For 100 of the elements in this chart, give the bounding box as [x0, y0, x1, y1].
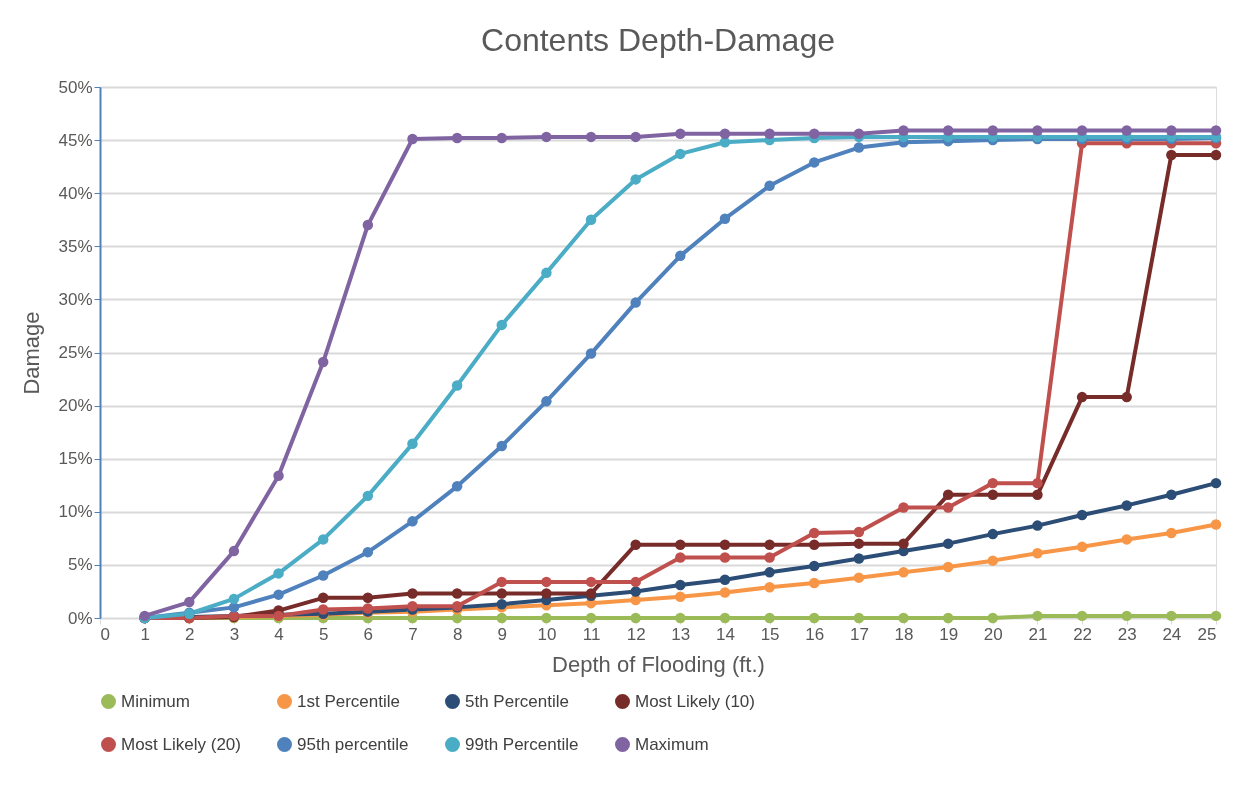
point	[451, 380, 463, 391]
y-tick-label: 5%	[67, 555, 93, 575]
point	[1166, 125, 1177, 136]
x-tick-label: 19	[939, 624, 959, 644]
point	[1166, 527, 1177, 539]
x-tick-label: 11	[582, 624, 601, 644]
y-axis-title: Damage	[19, 311, 45, 395]
legend-label: Most Likely (20)	[121, 734, 241, 754]
point	[1166, 489, 1177, 501]
point	[675, 591, 686, 602]
point	[541, 576, 552, 588]
y-tick-label: 25%	[58, 343, 93, 362]
x-tick-label: 3	[229, 624, 240, 644]
point	[1121, 391, 1132, 403]
point	[853, 612, 865, 624]
y-tick-label: 50%	[58, 77, 93, 97]
point	[1076, 391, 1088, 403]
point	[1210, 149, 1222, 161]
point	[362, 592, 374, 604]
point	[585, 348, 597, 359]
point	[496, 132, 507, 144]
point	[675, 148, 686, 160]
point	[675, 579, 686, 591]
x-tick-label: 18	[894, 624, 914, 644]
point	[987, 528, 999, 540]
point	[630, 174, 641, 185]
point	[273, 568, 284, 579]
point	[809, 527, 820, 539]
x-tick-label: 20	[983, 624, 1003, 644]
point	[1032, 610, 1043, 622]
point	[362, 546, 374, 558]
point	[898, 612, 909, 624]
point	[942, 125, 954, 136]
point	[987, 555, 999, 566]
point	[585, 214, 597, 225]
legend-label: 1st Percentile	[297, 691, 400, 711]
point	[853, 128, 865, 139]
point	[228, 545, 240, 557]
point	[853, 526, 865, 538]
x-tick-label: 12	[626, 624, 646, 644]
point	[1076, 541, 1088, 553]
point	[987, 612, 999, 624]
x-tick-label: 5	[318, 624, 329, 644]
point	[362, 490, 374, 502]
point	[809, 539, 820, 550]
point	[853, 142, 865, 153]
legend-label: Maximum	[635, 734, 709, 754]
point	[675, 552, 686, 563]
point	[541, 131, 552, 143]
point	[541, 588, 552, 599]
x-tick-label: 22	[1073, 624, 1093, 644]
point	[898, 567, 909, 578]
point	[675, 250, 686, 262]
y-tick-label: 35%	[58, 236, 93, 256]
point	[675, 539, 686, 550]
point	[719, 587, 731, 598]
point	[407, 133, 418, 145]
point	[987, 477, 999, 489]
point	[451, 481, 463, 492]
point	[1210, 125, 1222, 136]
point	[764, 552, 775, 563]
legend-label: 5th Percentile	[465, 691, 569, 711]
point	[719, 213, 731, 224]
point	[407, 588, 418, 599]
point	[451, 132, 463, 144]
point	[362, 219, 374, 231]
point	[228, 593, 240, 605]
x-tick-label: 23	[1117, 624, 1137, 644]
point	[764, 128, 775, 139]
point	[942, 502, 954, 513]
x-tick-label: 4	[274, 624, 284, 644]
point	[1032, 489, 1043, 501]
x-tick-label: 16	[805, 624, 825, 644]
point	[1032, 477, 1043, 489]
x-tick-label: 9	[497, 624, 507, 644]
x-tick-label: 2	[185, 624, 195, 644]
point	[496, 576, 507, 588]
point	[942, 538, 954, 549]
point	[898, 538, 909, 549]
point	[1210, 519, 1222, 530]
y-tick-label: 40%	[58, 183, 93, 203]
y-tick-label: 45%	[58, 130, 93, 150]
point	[809, 577, 820, 589]
point	[273, 470, 284, 481]
point	[1121, 610, 1132, 622]
point	[496, 588, 507, 599]
point	[1076, 125, 1088, 136]
point	[675, 128, 686, 139]
point	[942, 561, 954, 573]
point	[1032, 520, 1043, 531]
point	[585, 131, 597, 143]
legend-label: 99th Percentile	[465, 734, 579, 754]
point	[630, 576, 641, 588]
point	[541, 612, 552, 624]
point	[1032, 125, 1043, 136]
point	[1166, 149, 1177, 161]
point	[1032, 547, 1043, 559]
x-tick-label: 21	[1028, 624, 1048, 644]
point	[496, 598, 507, 610]
legend-label: Most Likely (10)	[635, 691, 755, 711]
